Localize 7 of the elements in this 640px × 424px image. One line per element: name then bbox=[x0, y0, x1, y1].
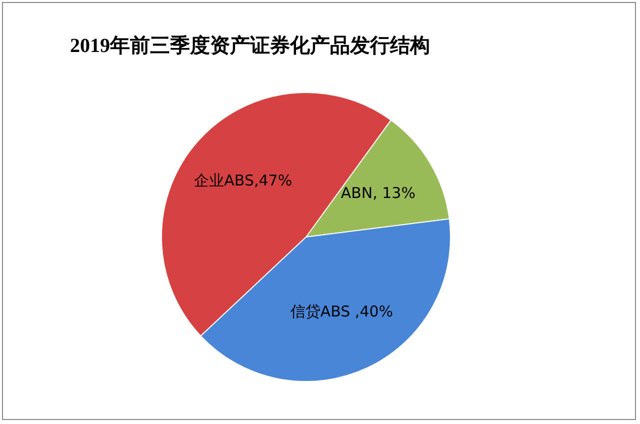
data-label: ,40% bbox=[350, 302, 394, 321]
chart-title: 2019年前三季度资产证券化产品发行结构 bbox=[70, 34, 430, 59]
slice-label: ABN bbox=[340, 184, 373, 202]
data-label: , 13% bbox=[372, 184, 416, 202]
data-label: ,47% bbox=[254, 171, 292, 190]
slice-label: 信贷ABS bbox=[290, 302, 350, 321]
slice-label: 企业ABS bbox=[194, 171, 254, 190]
